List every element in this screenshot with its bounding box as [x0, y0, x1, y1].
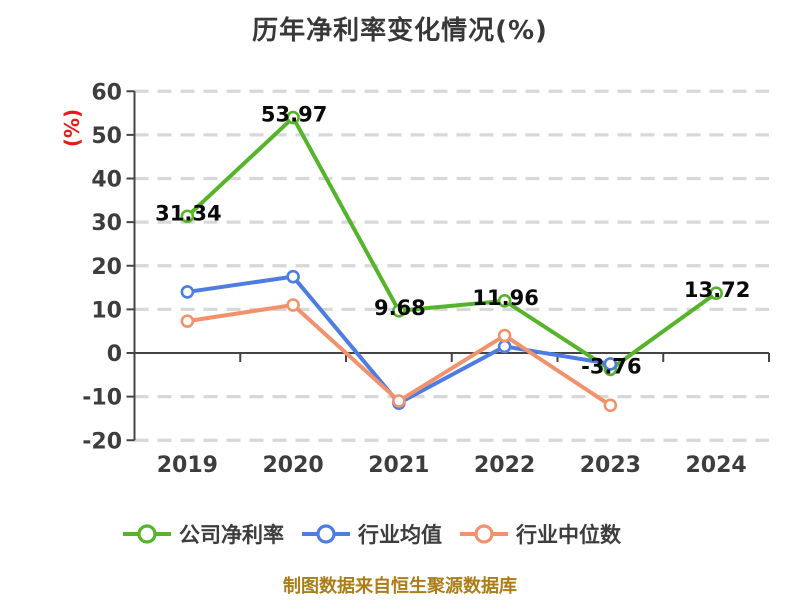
- x-tick-label: 2020: [263, 453, 324, 478]
- data-point-marker: [286, 298, 300, 312]
- data-point-marker: [603, 398, 618, 413]
- data-point-marker: [180, 285, 195, 299]
- data-point-marker: [497, 294, 512, 308]
- data-point-label: 13.72: [684, 278, 750, 302]
- y-tick-label: 30: [91, 211, 122, 236]
- data-point-marker: [392, 394, 406, 408]
- y-tick-label: 10: [91, 298, 122, 323]
- x-tick-label: 2019: [157, 453, 218, 478]
- data-point-label: 53.97: [261, 103, 327, 127]
- y-tick-label: -10: [82, 386, 122, 411]
- legend-marker-orange-icon: [460, 524, 508, 544]
- legend-item-company-net-margin[interactable]: 公司净利率: [123, 519, 284, 549]
- legend-marker-green-icon: [123, 524, 171, 544]
- y-tick-label: 20: [91, 255, 122, 280]
- y-tick-label: 40: [91, 168, 122, 193]
- data-point-label: 9.68: [374, 296, 426, 320]
- data-point-marker: [603, 357, 618, 371]
- series-line: [185, 115, 719, 372]
- data-point-marker: [497, 339, 512, 354]
- data-point-marker: [286, 110, 300, 125]
- y-tick-label: 50: [91, 124, 122, 149]
- data-source-note: 制图数据来自恒生聚源数据库: [283, 576, 517, 597]
- x-tick-label: 2021: [368, 453, 429, 478]
- y-tick-label: 0: [107, 342, 122, 367]
- x-tick-label: 2024: [686, 453, 747, 478]
- data-point-marker: [180, 314, 195, 328]
- legend: 公司净利率 行业均值 行业中位数: [0, 519, 772, 549]
- y-tick-label: 60: [91, 80, 122, 105]
- x-tick-label: 2022: [474, 453, 535, 478]
- data-point-marker: [180, 209, 195, 224]
- x-tick-label: 2023: [580, 453, 641, 478]
- data-point-label: -3.76: [581, 354, 642, 378]
- legend-label: 行业中位数: [516, 523, 621, 547]
- data-point-marker: [497, 328, 512, 343]
- legend-item-industry-mean[interactable]: 行业均值: [302, 519, 442, 549]
- data-point-label: 11.96: [472, 286, 538, 310]
- legend-item-industry-median[interactable]: 行业中位数: [460, 519, 621, 549]
- data-point-label: 31.34: [155, 201, 221, 225]
- y-tick-label: -20: [82, 429, 122, 454]
- data-point-marker: [286, 269, 300, 284]
- chart-title: 历年净利率变化情况(%): [252, 16, 548, 46]
- legend-marker-blue-icon: [302, 524, 350, 544]
- legend-label: 公司净利率: [179, 523, 284, 547]
- data-point-marker: [392, 303, 406, 318]
- data-point-marker: [709, 286, 723, 300]
- legend-label: 行业均值: [358, 523, 442, 547]
